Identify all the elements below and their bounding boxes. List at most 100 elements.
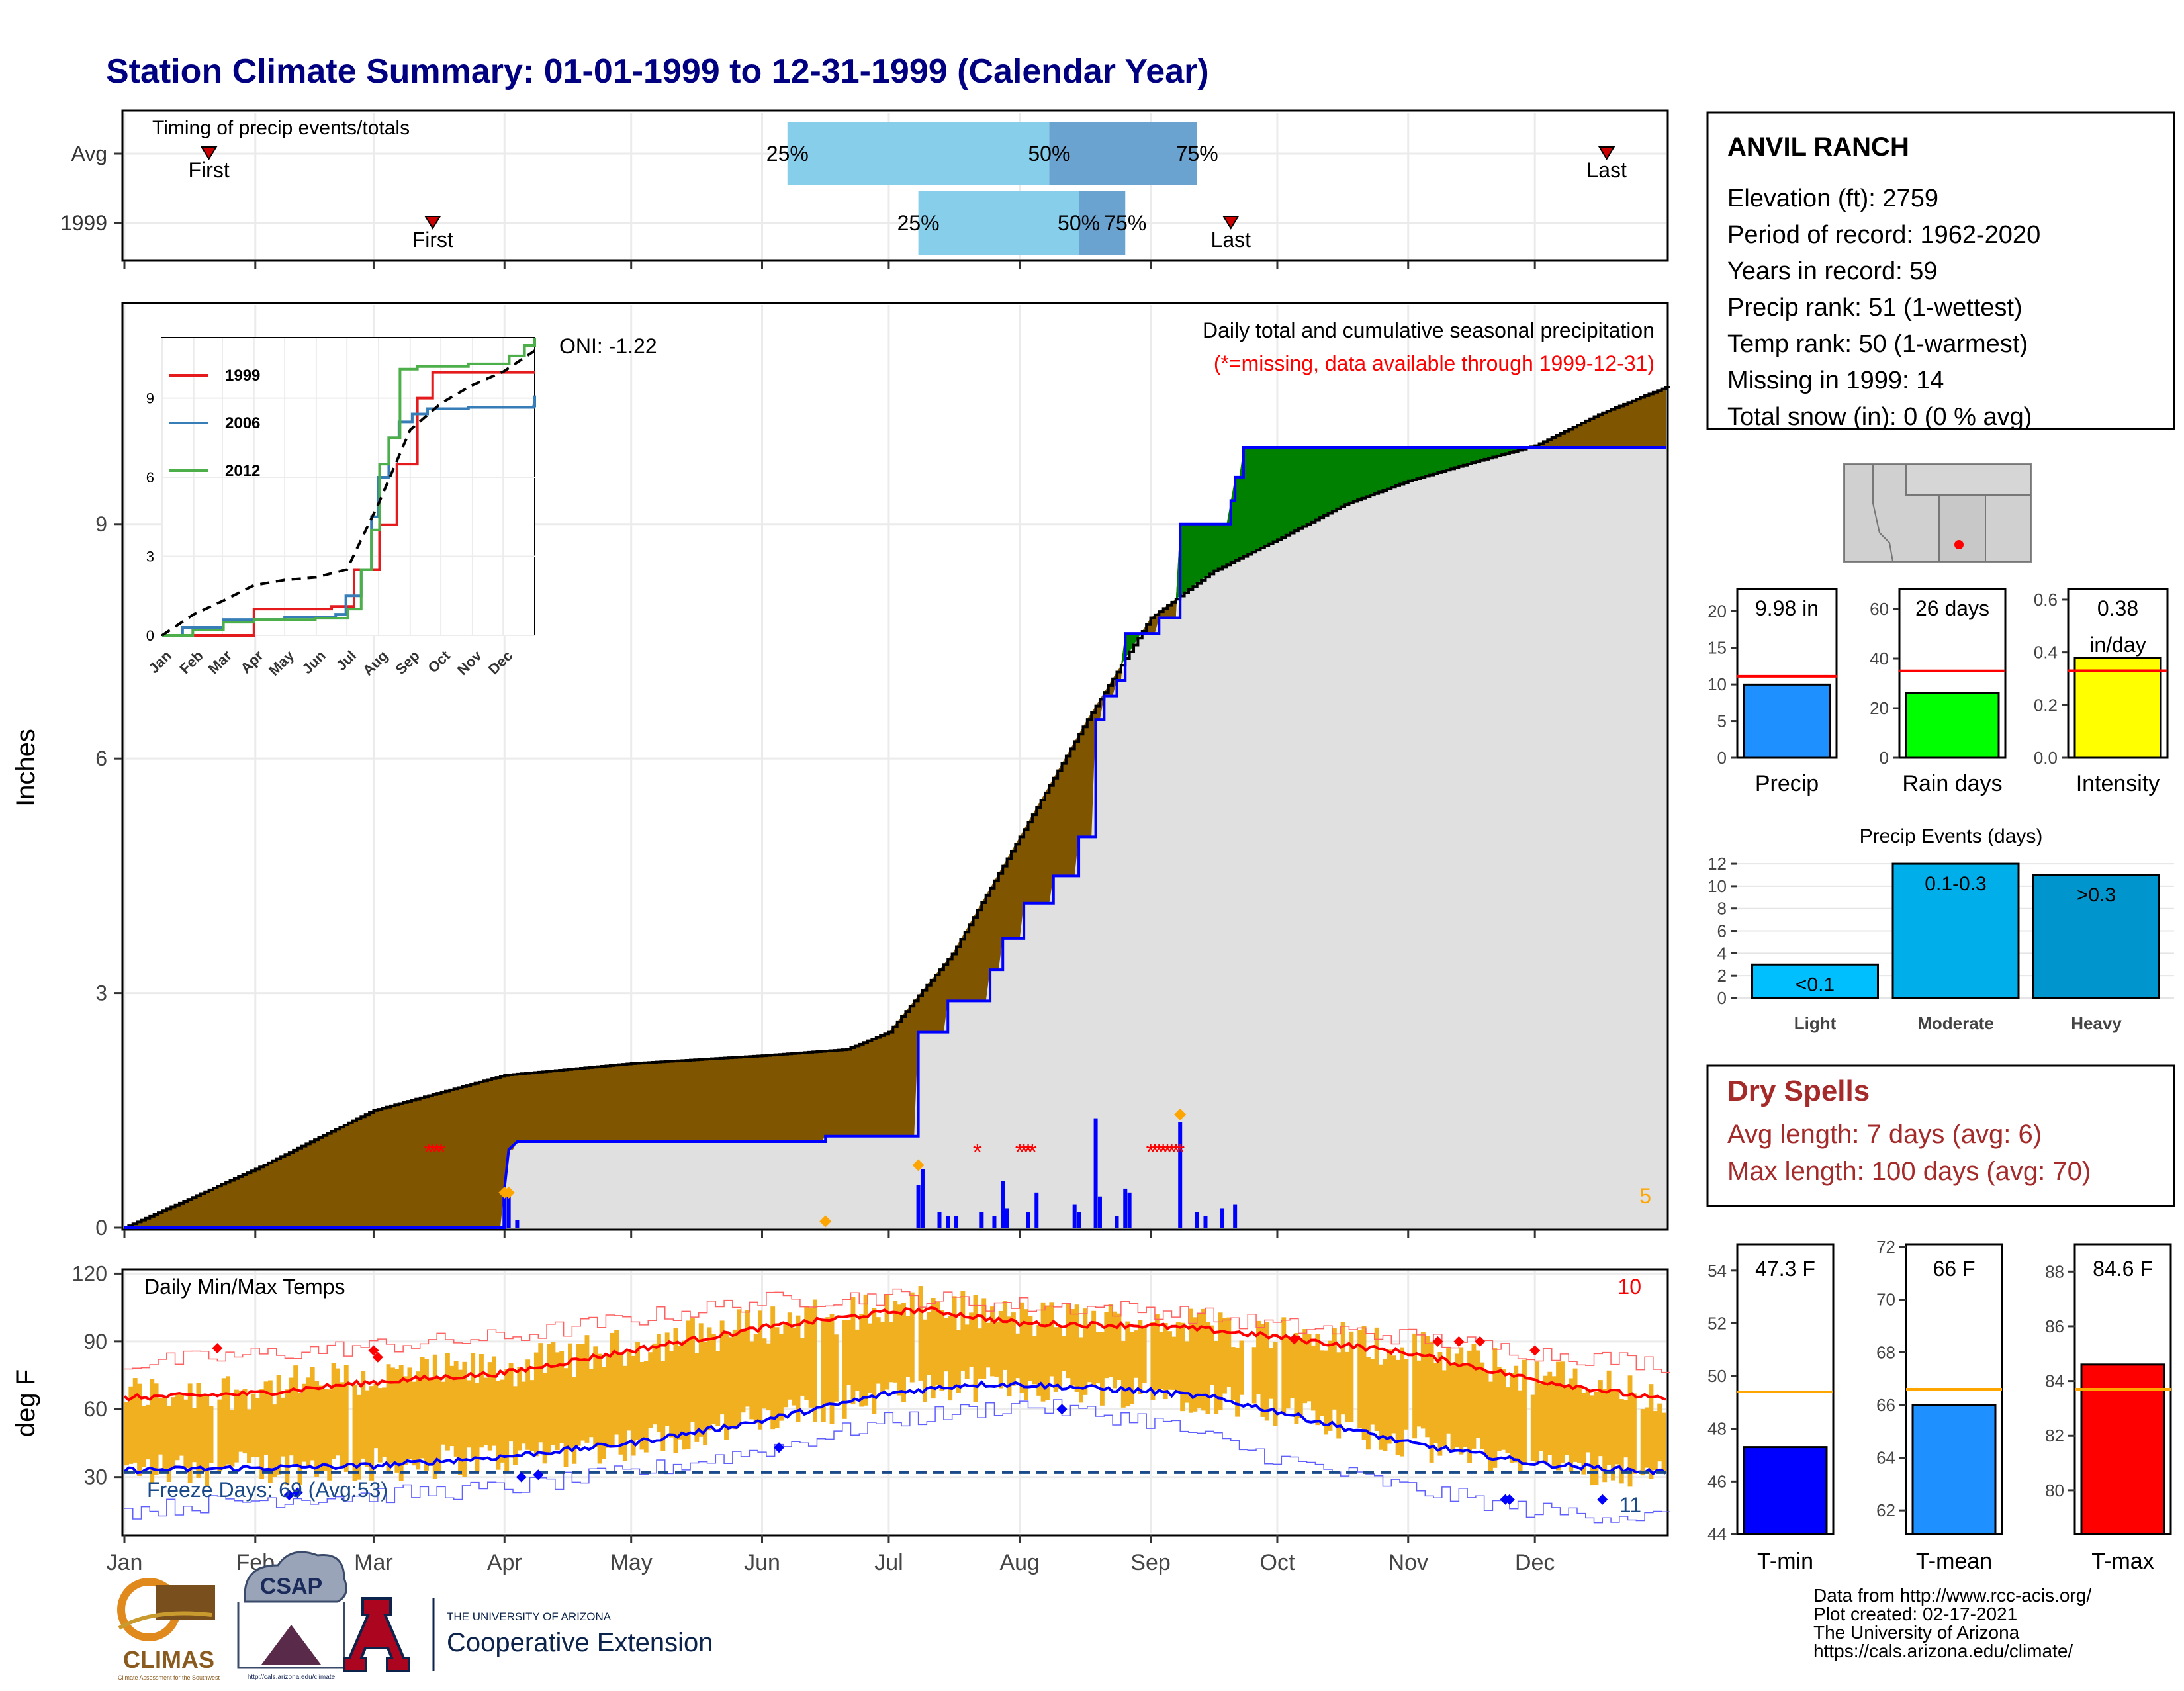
daily-temp-range-bar [868, 1323, 872, 1394]
daily-temp-range-bar [1606, 1370, 1612, 1465]
daily-temp-range-bar [686, 1320, 691, 1449]
daily-temp-range-bar [487, 1362, 492, 1451]
daily-temp-range-bar [437, 1379, 442, 1473]
daily-temp-range-bar [529, 1380, 535, 1451]
timing-event-label: Last [1211, 228, 1251, 251]
daily-temp-range-bar [872, 1308, 877, 1414]
daily-temp-range-bar [267, 1380, 273, 1483]
daily-temp-range-bar [664, 1332, 670, 1426]
daily-temp-range-bar [948, 1316, 953, 1401]
daily-temp-range-bar [614, 1330, 619, 1435]
daily-precip-bar [1034, 1192, 1039, 1228]
totals-value-label: 9.98 in [1755, 596, 1819, 620]
temps-month-label: Nov [1388, 1550, 1428, 1575]
temps-month-label: Dec [1515, 1550, 1555, 1575]
temps-month-label: May [610, 1550, 653, 1575]
totals-y-tick-label: 0.6 [2034, 590, 2058, 610]
daily-temp-range-bar [496, 1381, 501, 1470]
daily-temp-range-bar [597, 1353, 602, 1464]
daily-temp-range-bar [559, 1351, 565, 1443]
timing-quantile-label: 75% [1176, 142, 1218, 165]
daily-temp-range-bar [694, 1353, 700, 1442]
daily-temp-range-bar [1471, 1344, 1477, 1449]
daily-temp-range-bar [263, 1381, 269, 1455]
daily-temp-range-bar [1095, 1332, 1101, 1384]
timing-event-marker [1222, 216, 1240, 230]
daily-temp-range-bar [1315, 1334, 1320, 1426]
extreme-event-marker [819, 1215, 832, 1228]
daily-temp-range-bar [521, 1381, 526, 1444]
station-info-box [1706, 111, 2175, 430]
daily-temp-range-bar [1556, 1361, 1561, 1471]
daily-temp-range-bar [724, 1331, 729, 1440]
footer-line-plot-created: Plot created: 02-17-2021 [1813, 1604, 2017, 1624]
footer-line-url: https://cals.arizona.edu/climate/ [1813, 1641, 2073, 1661]
temptotals-y-tick-label: 48 [1707, 1419, 1727, 1439]
daily-temp-range-bar [821, 1321, 826, 1422]
totals-value-label: 0.38 [2097, 596, 2138, 620]
daily-temp-range-bar [306, 1377, 311, 1468]
station-info-line: Years in record: 59 [1727, 257, 1938, 285]
totals-y-tick-label: 0.0 [2034, 748, 2058, 768]
daily-temp-range-bar [1108, 1304, 1113, 1377]
daily-temp-range-bar [956, 1330, 961, 1393]
daily-temp-range-bar [846, 1320, 852, 1385]
events-bar-0 [1751, 963, 1879, 999]
daily-temp-range-bar [880, 1322, 886, 1393]
daily-temp-range-bar [732, 1329, 737, 1430]
temptotals-y-tick-label: 80 [2045, 1481, 2064, 1500]
footer-line-data-source: Data from http://www.rcc-acis.org/ [1813, 1585, 2091, 1606]
record-high-marker [372, 1351, 383, 1363]
daily-temp-range-bar [842, 1320, 847, 1419]
daily-temp-range-bar [1349, 1331, 1354, 1422]
timing-bar-25-50 [787, 122, 1050, 185]
daily-temp-range-bar [669, 1351, 674, 1438]
daily-temp-range-bar [580, 1344, 586, 1441]
timing-title: Timing of precip events/totals [152, 117, 410, 139]
daily-temp-range-bar [500, 1379, 505, 1463]
temptotals-y-tick-label: 54 [1707, 1261, 1727, 1281]
daily-temp-range-bar [331, 1363, 336, 1459]
daily-temp-range-bar [398, 1365, 404, 1481]
daily-temp-range-bar [1319, 1350, 1324, 1416]
daily-temp-range-bar [808, 1308, 813, 1408]
temptotals-category-label: T-max [2091, 1549, 2154, 1574]
timing-event-marker [424, 216, 441, 230]
daily-temp-range-bar [1535, 1361, 1540, 1464]
daily-temp-range-bar [478, 1354, 484, 1448]
daily-temp-range-bar [547, 1344, 551, 1456]
daily-temp-range-bar [1475, 1350, 1480, 1438]
daily-temp-range-bar [1218, 1312, 1223, 1411]
daily-temp-range-bar [1260, 1324, 1265, 1417]
daily-temp-range-bar [1345, 1351, 1349, 1422]
timing-bar-25-50 [918, 191, 1079, 255]
events-y-tick-label: 8 [1717, 899, 1727, 919]
missing-day-marker: * [1150, 1138, 1160, 1165]
events-bar-label: 0.1-0.3 [1925, 873, 1986, 895]
daily-temp-range-bar [340, 1382, 345, 1467]
daily-temp-range-bar [555, 1352, 560, 1451]
events-y-tick-label: 12 [1707, 854, 1727, 874]
record-low-marker [1597, 1494, 1608, 1505]
daily-temp-range-bar [1602, 1389, 1608, 1483]
daily-precip-bar [979, 1212, 984, 1228]
main-panel-title: Daily total and cumulative seasonal prec… [1203, 318, 1655, 342]
temps-y-tick-label: 30 [83, 1465, 107, 1489]
daily-temp-range-bar [1505, 1387, 1510, 1454]
missing-day-marker: * [437, 1138, 446, 1165]
daily-temp-range-bar [618, 1353, 623, 1455]
daily-temp-range-bar [719, 1320, 725, 1415]
daily-temp-range-bar [1543, 1375, 1548, 1463]
daily-temp-range-bar [673, 1328, 678, 1453]
daily-temp-range-bar [226, 1376, 231, 1465]
daily-temp-range-bar [145, 1404, 150, 1460]
timing-row-label: Avg [71, 142, 107, 165]
daily-temp-range-bar [969, 1312, 974, 1367]
daily-temp-range-bar [1383, 1358, 1388, 1451]
daily-temp-range-bar [1104, 1312, 1109, 1379]
daily-temp-range-bar [850, 1297, 856, 1405]
daily-temp-range-bar [390, 1367, 395, 1464]
daily-temp-range-bar [1193, 1317, 1198, 1412]
daily-temp-range-bar [1530, 1394, 1535, 1461]
